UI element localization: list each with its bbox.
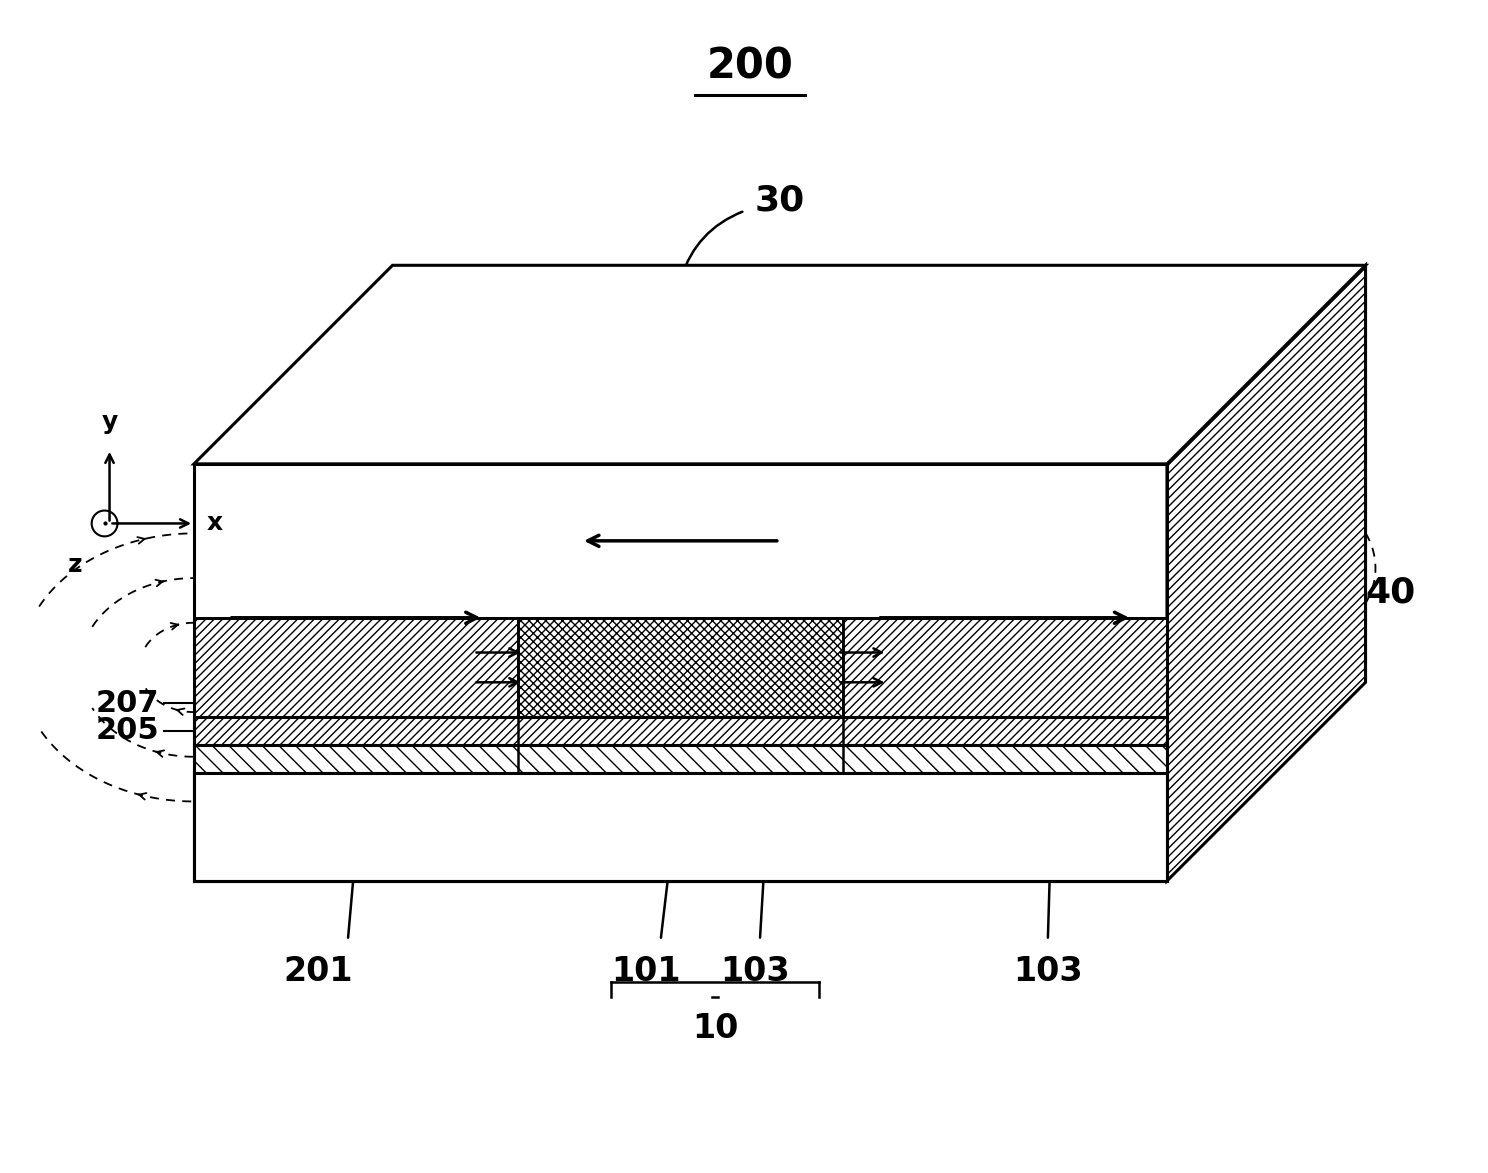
Text: 10: 10	[692, 1012, 738, 1045]
Text: y: y	[101, 411, 118, 434]
Polygon shape	[193, 265, 1366, 463]
Text: 40: 40	[1366, 576, 1415, 610]
Text: 200: 200	[707, 46, 793, 88]
Text: z: z	[67, 554, 82, 577]
Text: 201: 201	[283, 955, 353, 989]
Polygon shape	[1167, 265, 1366, 881]
Polygon shape	[518, 618, 842, 773]
Text: 207: 207	[95, 689, 159, 718]
Text: 205: 205	[95, 717, 159, 746]
Text: 30: 30	[754, 184, 805, 218]
Polygon shape	[193, 618, 518, 773]
Text: 103: 103	[720, 955, 790, 989]
Polygon shape	[193, 773, 1167, 881]
Polygon shape	[842, 618, 1167, 773]
Text: x: x	[207, 511, 223, 535]
Text: 101: 101	[612, 955, 680, 989]
Polygon shape	[193, 773, 1167, 881]
Polygon shape	[193, 463, 1167, 881]
Polygon shape	[193, 745, 1167, 773]
Text: 103: 103	[1013, 955, 1083, 989]
Polygon shape	[193, 717, 1167, 745]
